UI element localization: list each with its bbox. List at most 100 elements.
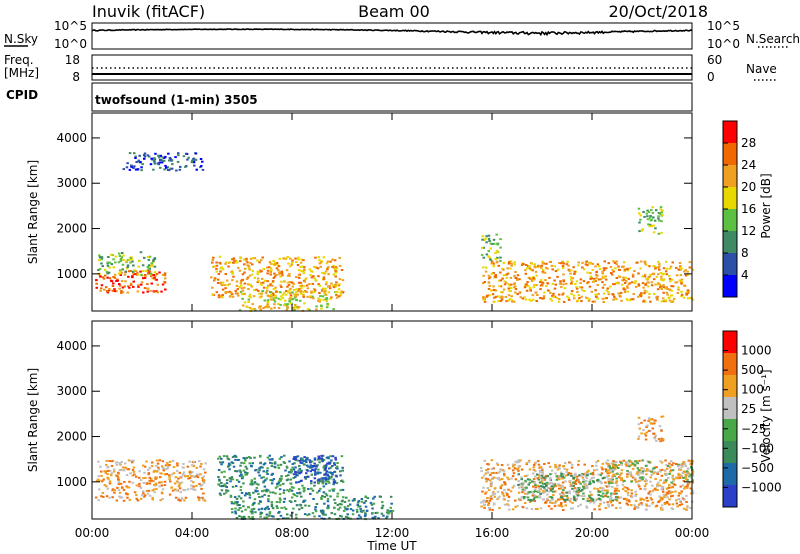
scatter-point [121, 263, 125, 266]
scatter-point [289, 514, 293, 517]
scatter-point [487, 255, 490, 258]
scatter-point [161, 156, 164, 159]
scatter-point [287, 474, 290, 477]
scatter-point [295, 276, 298, 278]
scatter-point [680, 267, 683, 270]
scatter-point [146, 154, 150, 157]
scatter-point [267, 266, 271, 269]
scatter-point [503, 283, 507, 286]
scatter-point [302, 259, 305, 262]
scatter-point [242, 482, 245, 485]
scatter-point [647, 429, 651, 432]
scatter-point [141, 490, 145, 493]
scatter-point [270, 465, 274, 468]
scatter-point [113, 290, 117, 293]
scatter-point [243, 293, 246, 296]
scatter-point [584, 263, 588, 266]
scatter-point [373, 495, 376, 498]
scatter-point [514, 460, 517, 463]
scatter-point [146, 266, 149, 269]
scatter-point [528, 298, 531, 301]
scatter-point [292, 458, 295, 460]
scatter-point [266, 505, 269, 508]
scatter-point [307, 465, 310, 468]
scatter-point [284, 517, 287, 520]
scatter-point [648, 225, 651, 228]
scatter-point [201, 477, 204, 479]
scatter-point [649, 429, 652, 432]
scatter-point [291, 285, 295, 288]
scatter-point [548, 465, 552, 468]
scatter-point [127, 468, 131, 471]
scatter-point [586, 484, 589, 487]
scatter-point [615, 277, 619, 279]
scatter-point [523, 492, 527, 495]
scatter-point [317, 458, 320, 461]
scatter-point [327, 481, 331, 484]
scatter-point [241, 297, 244, 300]
scatter-point [543, 476, 546, 479]
scatter-point [595, 277, 598, 280]
scatter-point [681, 496, 684, 499]
scatter-point [270, 307, 273, 310]
scatter-point [647, 296, 651, 299]
scatter-point [218, 479, 221, 482]
scatter-point [285, 466, 289, 469]
scatter-point [124, 280, 127, 283]
scatter-point [364, 505, 368, 508]
scatter-point [142, 270, 145, 272]
scatter-point [105, 495, 109, 498]
scatter-point [538, 265, 541, 268]
scatter-point [302, 285, 306, 288]
scatter-point [619, 291, 623, 294]
scatter-point [620, 479, 623, 482]
scatter-point [374, 512, 378, 514]
scatter-point [225, 489, 228, 492]
scatter-point [662, 291, 665, 294]
scatter-point [566, 295, 569, 298]
noise-sky-line-series [91, 28, 693, 37]
scatter-point [341, 469, 344, 472]
scatter-point [239, 290, 243, 293]
scatter-point [129, 261, 132, 264]
scatter-point [295, 261, 298, 263]
scatter-point [495, 261, 499, 264]
scatter-point [333, 267, 336, 270]
scatter-point [316, 491, 319, 494]
scatter-point [314, 279, 317, 282]
scatter-point [143, 465, 147, 468]
scatter-point [296, 474, 299, 477]
scatter-point [632, 293, 635, 295]
scatter-point [186, 488, 190, 491]
scatter-point [124, 462, 127, 465]
scatter-point [306, 458, 309, 461]
scatter-point [582, 478, 585, 481]
scatter-point [274, 294, 277, 297]
scatter-point [656, 488, 659, 491]
scatter-point [562, 301, 566, 303]
scatter-point [169, 480, 172, 483]
scatter-point [517, 469, 520, 472]
scatter-point [542, 295, 546, 298]
scatter-point [685, 292, 689, 295]
scatter-point [314, 472, 317, 475]
scatter-point [227, 265, 230, 268]
scatter-point [551, 282, 555, 285]
scatter-point [648, 292, 651, 295]
scatter-point [202, 475, 205, 478]
scatter-point [658, 219, 661, 222]
scatter-point [282, 491, 285, 494]
scatter-point [534, 495, 538, 498]
scatter-point [149, 289, 152, 292]
scatter-point [546, 282, 549, 285]
scatter-point [318, 478, 321, 481]
scatter-point [684, 269, 687, 272]
scatter-point [675, 463, 678, 465]
scatter-point [138, 154, 141, 157]
scatter-point [246, 472, 249, 474]
scatter-point [297, 488, 301, 491]
scatter-point [633, 504, 636, 507]
scatter-point [666, 492, 670, 495]
scatter-point [259, 512, 262, 515]
scatter-point [586, 264, 589, 267]
